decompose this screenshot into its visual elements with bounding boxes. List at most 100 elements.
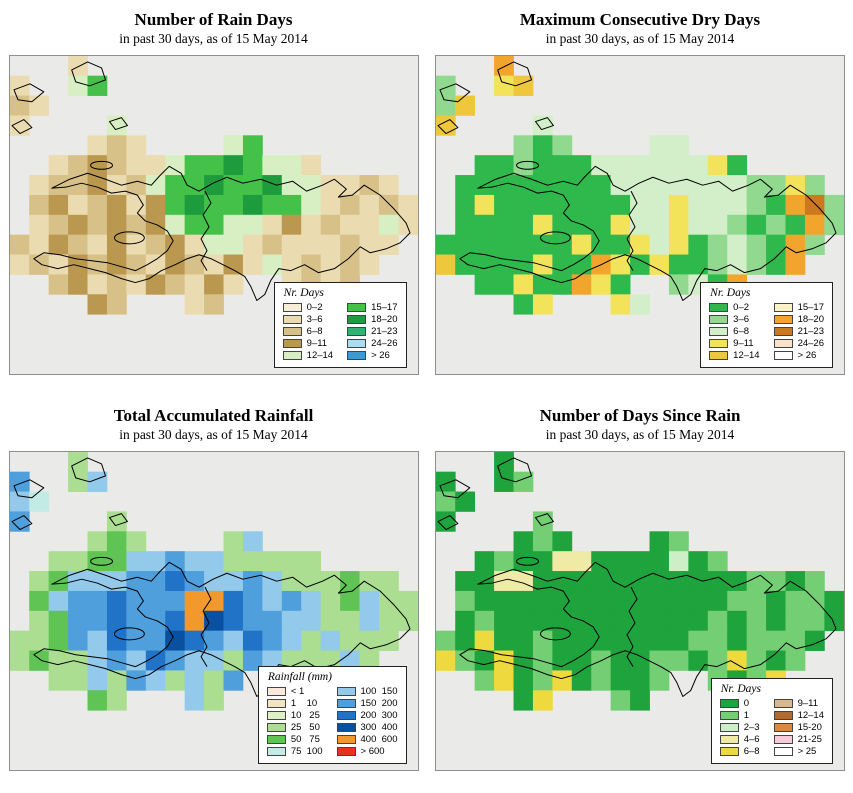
coastline — [89, 160, 113, 170]
legend-swatch — [719, 735, 739, 744]
legend-swatch — [709, 339, 729, 348]
legend-label: 12–14 — [797, 710, 824, 721]
coastline — [437, 515, 459, 531]
legend-title: Nr. Days — [283, 287, 324, 299]
legend-swatch — [773, 351, 793, 360]
legend-swatch — [719, 747, 739, 756]
legend-entry: 9–11 — [282, 338, 333, 349]
legend-label: 2–3 — [743, 722, 760, 733]
legend-box: Nr. Days 0 1 2–3 4–6 6–8 9–11 12–14 15-20 21-25 >… — [710, 678, 833, 764]
legend-column: 0–2 3–6 6–8 9–11 12–14 — [709, 302, 760, 361]
legend-swatch — [336, 735, 356, 744]
legend-entry: 9–11 — [773, 698, 824, 709]
legend-entry: 300 400 — [336, 722, 398, 733]
legend-label: 400 600 — [360, 734, 398, 745]
coastline — [437, 119, 459, 135]
legend-entry: 50 75 — [266, 734, 323, 745]
legend-label: > 26 — [371, 350, 390, 361]
legend-entry: > 26 — [347, 350, 397, 361]
coastline — [497, 61, 533, 87]
legend-entry: 25 50 — [266, 722, 323, 733]
legend-swatch — [266, 723, 286, 732]
legend-label: 100 150 — [360, 686, 398, 697]
legend-entry: 6–8 — [709, 326, 759, 337]
panel-title: Maximum Consecutive Dry Days — [519, 10, 761, 29]
coastline — [32, 561, 411, 697]
legend-swatch — [719, 699, 739, 708]
legend-box: Nr. Days 0–2 3–6 6–8 9–11 12–14 15–17 18–20 21–… — [273, 282, 407, 368]
coastline — [535, 513, 554, 527]
legend-swatch — [773, 303, 793, 312]
coastline — [539, 627, 571, 641]
panel-title: Total Accumulated Rainfall — [113, 406, 314, 425]
legend-entry: 24–26 — [347, 338, 398, 349]
legend-swatch — [347, 327, 367, 336]
panel-title: Number of Rain Days — [134, 10, 293, 29]
legend-label: 12–14 — [733, 350, 760, 361]
legend-swatch — [773, 735, 793, 744]
legend-label: 9–11 — [797, 698, 819, 709]
coastline — [626, 586, 638, 667]
coastline — [70, 457, 106, 483]
legend-entry: 400 600 — [336, 734, 398, 745]
coastline — [497, 457, 533, 483]
legend-swatch — [266, 687, 286, 696]
rain-days-map: Nr. Days 0–2 3–6 6–8 9–11 12–14 15–17 18–20 21–… — [8, 55, 419, 375]
legend-label: 25 50 — [290, 722, 320, 733]
coastline — [89, 556, 113, 566]
coastline — [459, 561, 837, 697]
legend-label: 9–11 — [306, 338, 328, 349]
legend-entry: 1 10 — [266, 698, 323, 709]
legend-swatch — [709, 351, 729, 360]
legend-swatch — [773, 315, 793, 324]
legend-entry: 9–11 — [709, 338, 759, 349]
legend-swatch — [773, 327, 793, 336]
legend-swatch — [336, 687, 356, 696]
legend-label: 0 — [743, 698, 750, 709]
legend-label: 21–23 — [371, 326, 398, 337]
legend-entry: 3–6 — [709, 314, 759, 325]
panel-days-since-rain: Number of Days Since Rain in past 30 day… — [427, 396, 853, 793]
coastline — [439, 83, 471, 103]
legend-entry: 21–23 — [347, 326, 398, 337]
legend-label: 300 400 — [360, 722, 398, 733]
legend-title: Rainfall (mm) — [267, 671, 333, 683]
legend-entry: 2–3 — [719, 722, 760, 733]
legend-entry: 75 100 — [266, 746, 323, 757]
legend-label: 15–17 — [797, 302, 824, 313]
legend-entry: 15–17 — [773, 302, 824, 313]
days-since-rain-map: Nr. Days 0 1 2–3 4–6 6–8 9–11 12–14 15-20 21-25 >… — [435, 451, 845, 771]
legend-swatch — [336, 711, 356, 720]
coastline — [459, 165, 837, 301]
panel-subtitle: in past 30 days, as of 15 May 2014 — [119, 31, 308, 46]
legend-swatch — [773, 723, 793, 732]
legend-entries: 0 1 2–3 4–6 6–8 9–11 12–14 15-20 21-25 > 25 — [719, 698, 824, 757]
panel-subtitle: in past 30 days, as of 15 May 2014 — [119, 427, 308, 442]
coastline — [516, 556, 539, 566]
legend-entry: 200 300 — [336, 710, 398, 721]
legend-label: 3–6 — [306, 314, 323, 325]
legend-column: 15–17 18–20 21–23 24–26 > 26 — [773, 302, 824, 361]
legend-swatch — [719, 711, 739, 720]
coastline — [113, 627, 145, 641]
legend-label: 6–8 — [733, 326, 750, 337]
legend-label: 50 75 — [290, 734, 320, 745]
coastline — [32, 165, 411, 301]
legend-swatch — [282, 327, 302, 336]
legend-entry: 6–8 — [282, 326, 333, 337]
legend-label: > 25 — [797, 746, 817, 757]
legend-title: Nr. Days — [710, 287, 751, 299]
legend-column: 15–17 18–20 21–23 24–26 > 26 — [347, 302, 398, 361]
legend-entry: > 25 — [773, 746, 824, 757]
legend-entry: 15-20 — [773, 722, 824, 733]
legend-swatch — [773, 699, 793, 708]
legend-entry: 100 150 — [336, 686, 398, 697]
legend-entry: 21-25 — [773, 734, 824, 745]
legend-swatch — [336, 747, 356, 756]
legend-label: 24–26 — [797, 338, 824, 349]
legend-label: 24–26 — [371, 338, 398, 349]
coastline — [10, 515, 32, 531]
